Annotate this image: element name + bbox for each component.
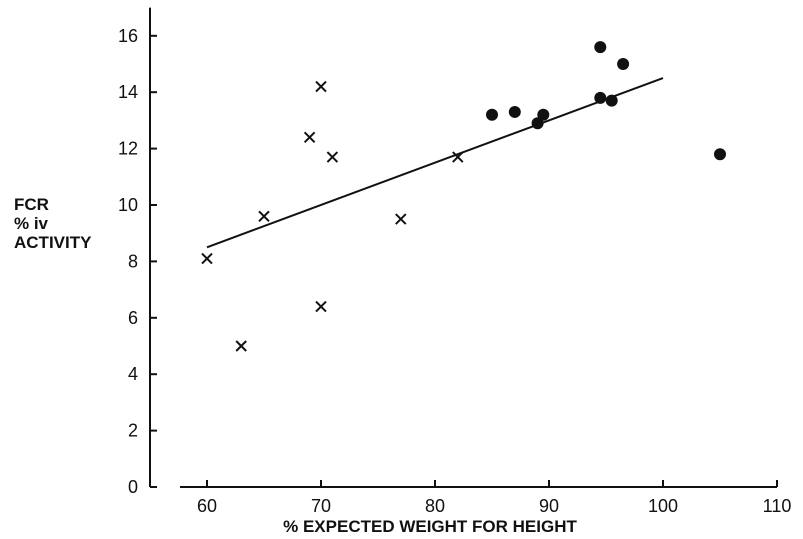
x-axis-title: % EXPECTED WEIGHT FOR HEIGHT [283,517,577,536]
x-tick-label: 80 [425,496,445,516]
y-axis-title-line: % iv [14,214,49,233]
y-tick-label: 16 [118,26,138,46]
cross-point [202,254,212,264]
circle-point [606,95,618,107]
y-tick-label: 2 [128,421,138,441]
y-tick-label: 12 [118,139,138,159]
circle-point [594,92,606,104]
cross-point [316,82,326,92]
x-tick-label: 60 [197,496,217,516]
cross-point [305,132,315,142]
circle-point [537,109,549,121]
y-tick-label: 0 [128,477,138,497]
axis-labels: 0 2 4 6 8 10 12 14 16 60 70 80 90 100 110 % EXPECTED WE… [14,26,791,536]
circle-point [486,109,498,121]
cross-point [259,211,269,221]
x-tick-label: 110 [763,496,792,516]
x-tick-label: 90 [539,496,559,516]
axes [150,8,777,487]
cross-point [316,302,326,312]
trendline-group [207,78,663,247]
y-tick-label: 4 [128,364,138,384]
y-tick-label: 10 [118,195,138,215]
trendline [207,78,663,247]
x-tick-label: 100 [648,496,678,516]
cross-point [396,214,406,224]
y-tick-label: 8 [128,251,138,271]
cross-point [327,152,337,162]
data-points [202,41,726,351]
y-axis-title-line: FCR [14,195,49,214]
y-tick-label: 6 [128,308,138,328]
y-tick-label: 14 [118,82,138,102]
x-tick-label: 70 [311,496,331,516]
circle-point [594,41,606,53]
y-axis-title-line: ACTIVITY [14,233,92,252]
circle-point [714,148,726,160]
circle-point [509,106,521,118]
cross-point [236,341,246,351]
circle-point [617,58,629,70]
